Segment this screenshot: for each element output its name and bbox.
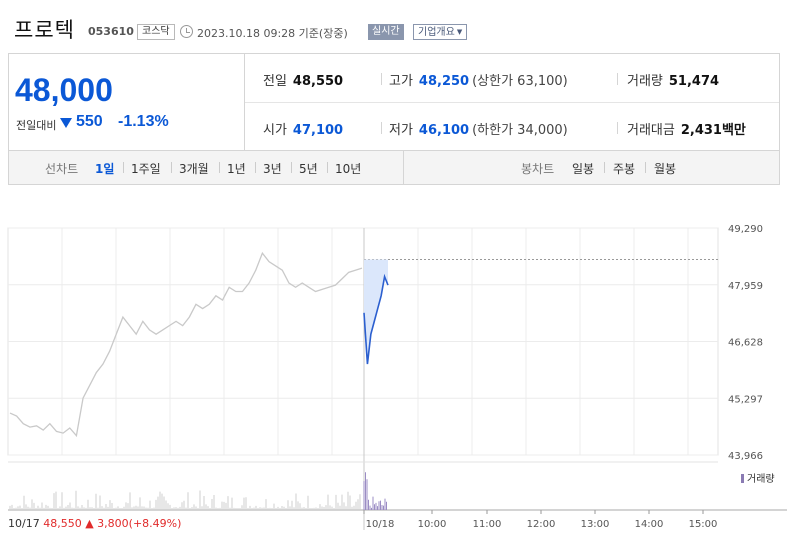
upper-limit: (상한가 63,100): [472, 74, 568, 89]
change-rate: -1.13%: [118, 113, 169, 130]
change-value: 550: [76, 113, 103, 130]
high-value: 48,250: [418, 74, 470, 89]
series-prev-day: [9, 251, 363, 438]
tab-divider: [255, 162, 256, 173]
divider: [381, 73, 382, 85]
tab-weekly[interactable]: 주봉: [613, 162, 636, 176]
market-badge: 코스닥: [137, 24, 175, 40]
volume-legend: 거래량: [741, 470, 775, 485]
low-value: 46,100: [418, 123, 470, 138]
candle-chart-heading: 봉차트: [521, 162, 555, 176]
tab-divider: [327, 162, 328, 173]
divider: [617, 73, 618, 85]
tab-divider: [219, 162, 220, 173]
x-tick-label: 11:00: [473, 519, 502, 530]
tab-5y[interactable]: 5년: [299, 162, 318, 176]
high-price: 고가 48,250 (상한가 63,100): [389, 70, 568, 89]
prev-day-change: ▲ 3,800: [85, 517, 129, 530]
chart-period-tabs: 선차트 1일 1주일 3개월 1년 3년 5년 10년 봉차트 일봉 주봉 월봉: [8, 151, 780, 185]
divider: [403, 151, 404, 185]
change-label: 전일대비: [16, 119, 57, 132]
y-tick-label: 49,290: [728, 224, 763, 235]
current-price-panel: 48,000 전일대비 550 -1.13%: [9, 54, 245, 150]
tab-3y[interactable]: 3년: [263, 162, 282, 176]
realtime-badge[interactable]: 실시간: [368, 24, 404, 40]
tab-divider: [604, 162, 605, 173]
tab-1y[interactable]: 1년: [227, 162, 246, 176]
x-tick-label: 10:00: [418, 519, 447, 530]
high-label: 고가: [389, 74, 413, 89]
stock-header: 프로텍 053610 코스닥 2023.10.18 09:28 기준(장중) 실…: [0, 0, 787, 52]
tab-3m[interactable]: 3개월: [179, 162, 209, 176]
tab-divider: [645, 162, 646, 173]
clock-icon: [180, 25, 193, 38]
open-price: 시가 47,100: [263, 119, 343, 138]
tab-monthly[interactable]: 월봉: [654, 162, 677, 176]
series-today: [363, 273, 389, 365]
prev-close-value: 48,550: [292, 74, 344, 89]
amount-value: 2,431: [680, 123, 722, 138]
divider: [617, 122, 618, 134]
open-label: 시가: [263, 123, 287, 138]
prev-close: 전일 48,550: [263, 70, 343, 89]
tab-1d[interactable]: 1일: [95, 162, 115, 176]
price-chart[interactable]: 49,290 47,959 46,628 45,297 43,966 10/18 10:00…: [0, 200, 787, 540]
divider: [381, 122, 382, 134]
prev-day-price: 48,550: [43, 517, 82, 530]
prev-close-label: 전일: [263, 74, 287, 89]
tab-divider: [171, 162, 172, 173]
low-price: 저가 46,100 (하한가 34,000): [389, 119, 568, 138]
current-price: 48,000: [15, 72, 113, 108]
x-tick-label: 10/18: [366, 519, 395, 530]
quote-datetime: 2023.10.18 09:28 기준(장중): [197, 27, 348, 40]
company-overview-label: 기업개요: [418, 27, 455, 38]
tab-10y[interactable]: 10년: [335, 162, 362, 176]
stock-name: 프로텍: [14, 18, 75, 42]
volume-value: 51,474: [668, 74, 720, 89]
y-tick-label: 46,628: [728, 338, 763, 349]
volume-label: 거래량: [627, 74, 663, 89]
trade-amount: 거래대금 2,431백만: [627, 119, 746, 138]
x-tick-label: 14:00: [635, 519, 664, 530]
divider: [245, 102, 779, 103]
company-overview-button[interactable]: 기업개요 ▼: [413, 24, 468, 40]
chevron-down-icon: ▼: [456, 28, 463, 36]
low-label: 저가: [389, 123, 413, 138]
stock-code: 053610: [88, 25, 134, 38]
tab-1w[interactable]: 1주일: [131, 162, 161, 176]
lower-limit: (하한가 34,000): [472, 123, 568, 138]
amount-unit: 백만: [721, 123, 746, 138]
tab-daily[interactable]: 일봉: [572, 162, 595, 176]
open-value: 47,100: [292, 123, 344, 138]
tab-divider: [123, 162, 124, 173]
y-tick-label: 43,966: [728, 451, 763, 462]
x-tick-label: 12:00: [527, 519, 556, 530]
y-tick-label: 45,297: [728, 394, 763, 405]
price-summary: 48,000 전일대비 550 -1.13% 전일 48,550 고가 48,250…: [8, 53, 780, 151]
volume-legend-label: 거래량: [747, 474, 775, 485]
line-chart-heading: 선차트: [45, 162, 79, 176]
down-arrow-icon: [60, 118, 72, 128]
volume: 거래량 51,474: [627, 70, 719, 89]
volume-swatch: [741, 474, 744, 483]
prev-day-rate: (+8.49%): [128, 517, 182, 530]
y-tick-label: 47,959: [728, 281, 763, 292]
x-tick-label: 15:00: [689, 519, 718, 530]
prev-day-summary: 10/17 48,550 ▲ 3,800(+8.49%): [8, 517, 181, 530]
tab-divider: [291, 162, 292, 173]
x-tick-label: 13:00: [581, 519, 610, 530]
prev-day-date: 10/17: [8, 517, 40, 530]
amount-label: 거래대금: [627, 123, 675, 138]
